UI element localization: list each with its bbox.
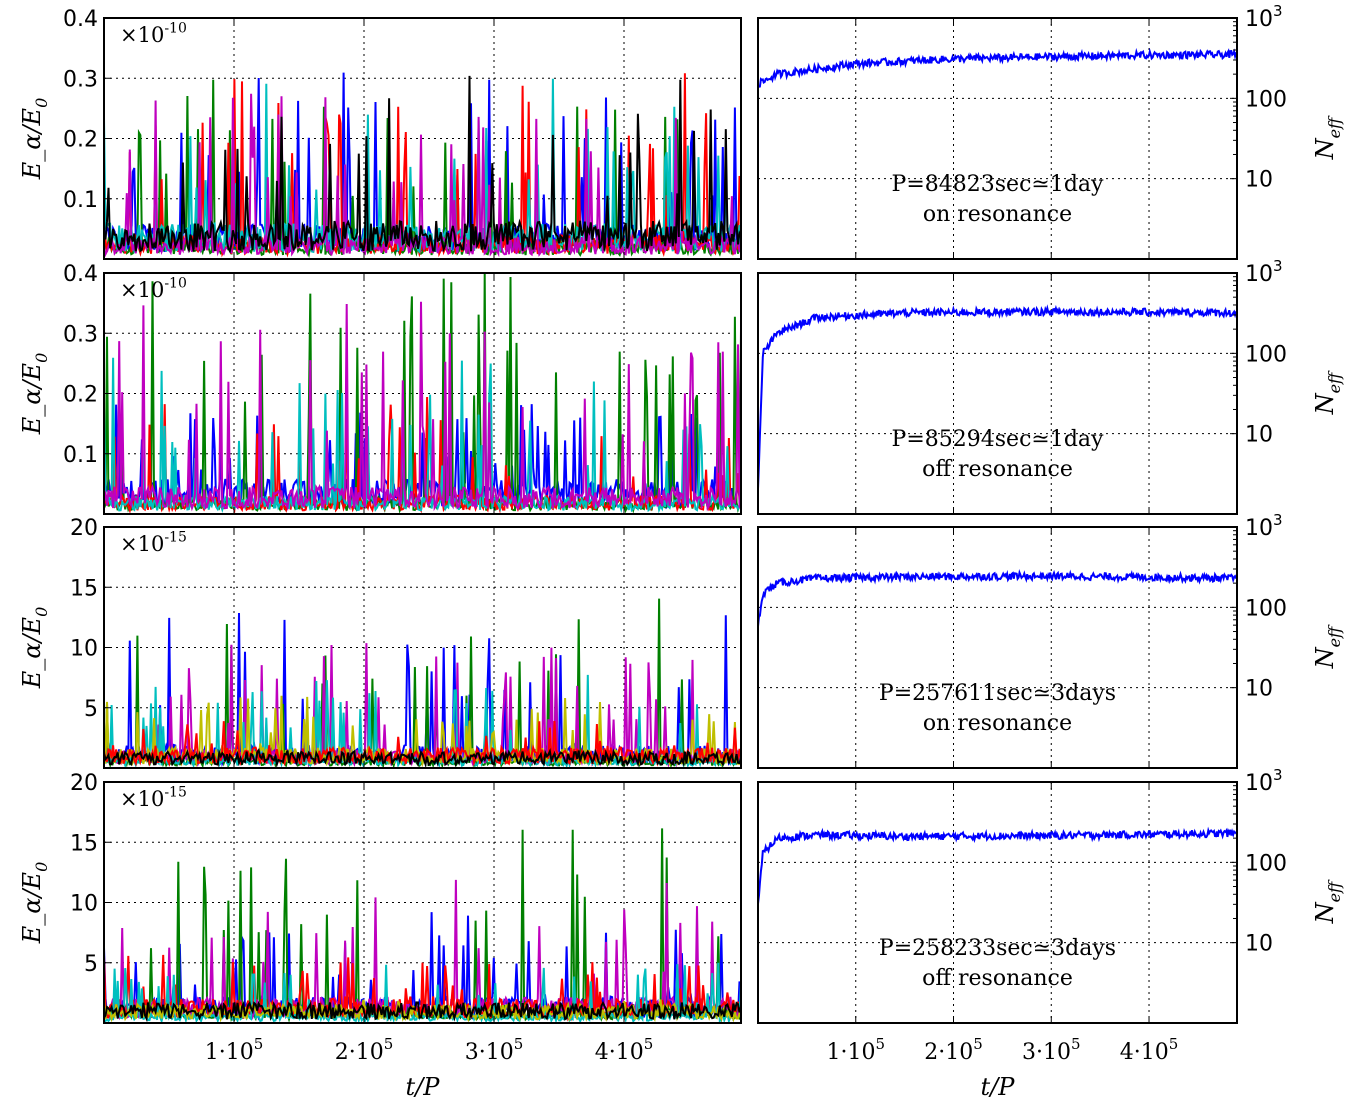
panel-1-left: 0.1 0.2 0.3 0.4 ×10-10 E_α/E0 [18,7,742,260]
series-line [758,826,1237,905]
y-tick-label: 20 [70,516,98,541]
y-tick-label: 10 [1245,677,1273,702]
annotation-resonance: off resonance [922,966,1073,991]
y-axis-label: Neff [1311,879,1344,924]
axes-frame [757,526,1238,769]
x-axis-label: t/P [981,1073,1016,1101]
y-tick-label: 103 [1245,2,1283,32]
annotation-resonance: on resonance [923,711,1072,736]
plot-area [758,569,1237,627]
plot-area [104,72,741,259]
axis-multiplier: ×10-10 [120,276,187,302]
panel-1-right: 10 100 103 Neff P=84823sec≃1day on resonance [757,2,1344,260]
axes-frame [757,781,1238,1024]
y-axis-label: Neff [1311,370,1344,415]
annotation-period: P=257611sec≃3days [879,681,1116,706]
plot-area [758,47,1237,88]
axis-multiplier: ×10-10 [120,21,187,47]
axes-frame [757,17,1238,260]
x-tick-label: 4·105 [595,1035,654,1065]
axes-frame [757,272,1238,515]
x-tick-label: 3·105 [465,1035,524,1065]
y-tick-label: 10 [1245,168,1273,193]
y-tick-label: 20 [70,771,98,796]
y-tick-label: 10 [70,637,98,662]
y-axis-label: E_α/E0 [18,862,51,945]
panel-4-right: 10 100 103 Neff P=258233sec≃3days off resonan… [757,766,1344,1101]
y-tick-label: 10 [1245,932,1273,957]
series-line [104,1000,741,1023]
plot-area [104,828,741,1023]
y-tick-label: 5 [84,952,98,977]
y-tick-label: 103 [1245,511,1283,541]
y-tick-label: 15 [70,831,98,856]
series-line [758,47,1237,88]
panel-2-right: 10 100 103 Neff P=85294sec≃1day off resonance [757,257,1344,515]
y-axis-label: E_α/E0 [18,353,51,436]
y-tick-label: 0.4 [63,7,98,32]
y-tick-label: 100 [1245,851,1287,876]
x-tick-label: 3·105 [1022,1035,1081,1065]
panel-3-right: 10 100 103 Neff P=257611sec≃3days on resonanc… [757,511,1344,769]
x-tick-label: 1·105 [205,1035,264,1065]
y-tick-label: 0.2 [63,383,98,408]
y-tick-label: 0.1 [63,443,98,468]
annotation-resonance: on resonance [923,202,1072,227]
plot-area [758,304,1237,489]
y-axis-label: Neff [1311,624,1344,669]
panel-4-left: 5 10 15 20 ×10-15 E_α/E0 1·105 2·105 3·105 4·105 t… [18,771,742,1101]
y-tick-label: 100 [1245,87,1287,112]
panel-2-left: 0.1 0.2 0.3 0.4 ×10-10 E_α/E0 [18,262,742,515]
x-axis-label: t/P [406,1073,441,1101]
series-line [104,357,741,514]
y-tick-label: 100 [1245,342,1287,367]
y-axis-label: Neff [1311,115,1344,160]
y-tick-label: 0.1 [63,188,98,213]
annotation-period: P=84823sec≃1day [892,172,1104,197]
y-tick-label: 0.4 [63,262,98,287]
y-tick-label: 103 [1245,766,1283,796]
series-line [104,747,741,768]
series-line [104,75,741,255]
y-tick-label: 0.3 [63,322,98,347]
series-line [104,79,741,259]
plot-area [758,826,1237,905]
y-tick-label: 103 [1245,257,1283,287]
x-tick-label: 2·105 [924,1035,983,1065]
annotation-period: P=85294sec≃1day [892,427,1104,452]
x-tick-label: 2·105 [335,1035,394,1065]
series-line [104,301,741,512]
y-tick-label: 100 [1245,596,1287,621]
series-line [758,304,1237,489]
x-tick-label: 4·105 [1120,1035,1179,1065]
annotation-period: P=258233sec≃3days [879,936,1116,961]
series-line [758,569,1237,627]
y-axis-label: E_α/E0 [18,98,51,181]
x-tick-label: 1·105 [826,1035,885,1065]
y-tick-label: 10 [1245,423,1273,448]
y-tick-label: 5 [84,697,98,722]
plot-area [104,273,741,514]
y-tick-label: 0.3 [63,67,98,92]
y-tick-label: 15 [70,576,98,601]
y-tick-label: 0.2 [63,128,98,153]
panel-3-left: 5 10 15 20 ×10-15 E_α/E0 [18,516,742,769]
annotation-resonance: off resonance [922,457,1073,482]
axis-multiplier: ×10-15 [120,785,187,811]
y-tick-label: 10 [70,892,98,917]
y-axis-label: E_α/E0 [18,607,51,690]
axis-multiplier: ×10-15 [120,530,187,556]
series-line [104,93,741,258]
plot-area [104,598,741,768]
